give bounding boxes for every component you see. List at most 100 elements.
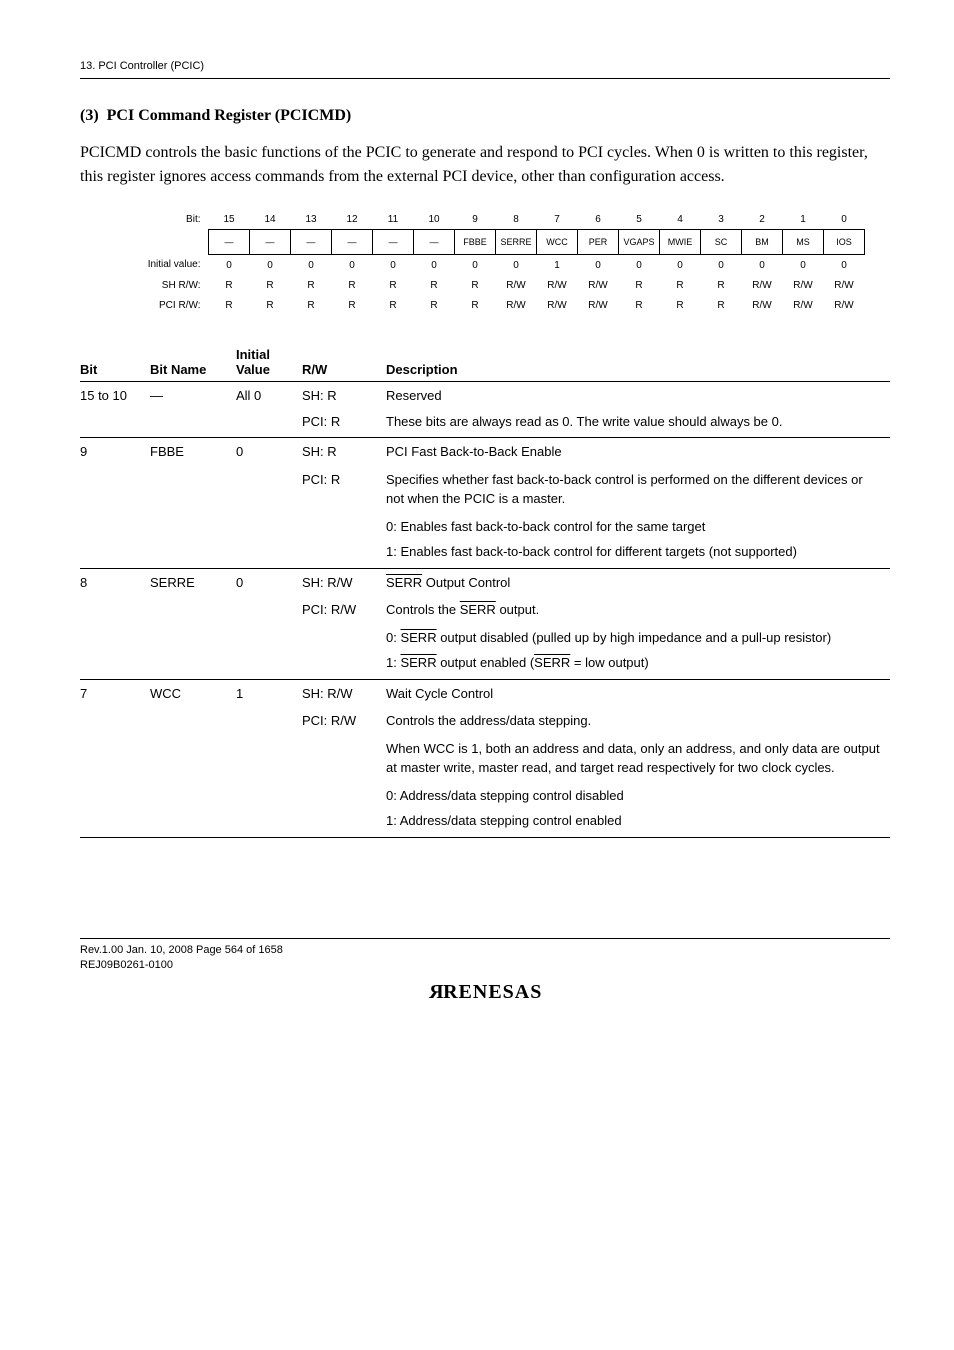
bit-name: IOS [824, 230, 865, 255]
bit-num: 9 [455, 209, 496, 230]
bit-num: 15 [209, 209, 250, 230]
table-row: 0: Address/data stepping control disable… [80, 782, 890, 810]
bit-range: 15 to 10 [80, 382, 150, 410]
description: Specifies whether fast back-to-back cont… [386, 466, 890, 513]
bit-row-label [120, 230, 209, 255]
bit-val: R/W [496, 295, 537, 315]
bit-val: R [619, 275, 660, 295]
bit-val: R/W [742, 295, 783, 315]
bit-val: R/W [578, 295, 619, 315]
bit-row-numbers: Bit: 15 14 13 12 11 10 9 8 7 6 5 4 3 2 1… [120, 209, 865, 230]
description: SERR Output Control [386, 568, 890, 596]
bit-val: R [291, 295, 332, 315]
bit-num: 8 [496, 209, 537, 230]
bit-val: R [209, 275, 250, 295]
bit-name: VGAPS [619, 230, 660, 255]
description: Controls the address/data stepping. [386, 707, 890, 735]
bit-num: 0 [824, 209, 865, 230]
table-row: 9 FBBE 0 SH: R PCI Fast Back-to-Back Ena… [80, 438, 890, 466]
table-row: 1: Enables fast back-to-back control for… [80, 540, 890, 568]
rw-value: PCI: R [302, 410, 386, 438]
bit-val: 0 [209, 255, 250, 276]
description: Controls the SERR output. [386, 596, 890, 624]
bit-val: 0 [414, 255, 455, 276]
description: These bits are always read as 0. The wri… [386, 410, 890, 438]
bit-val: 0 [660, 255, 701, 276]
table-row: PCI: R These bits are always read as 0. … [80, 410, 890, 438]
bit-name: — [332, 230, 373, 255]
table-header-row: Bit Bit Name InitialValue R/W Descriptio… [80, 343, 890, 382]
table-row: 1: SERR output enabled (SERR = low outpu… [80, 651, 890, 679]
bit-val: R [209, 295, 250, 315]
bit-val: R [455, 295, 496, 315]
bit-val: R [332, 275, 373, 295]
bit-val: R [250, 295, 291, 315]
bit-val: 0 [783, 255, 824, 276]
bit-name: FBBE [150, 438, 236, 466]
description: 0: Address/data stepping control disable… [386, 782, 890, 810]
table-row: 0: Enables fast back-to-back control for… [80, 513, 890, 541]
bit-val: R [373, 275, 414, 295]
table-row: PCI: R Specifies whether fast back-to-ba… [80, 466, 890, 513]
bit-num: 12 [332, 209, 373, 230]
rw-value: SH: R [302, 382, 386, 410]
bit-val: 0 [824, 255, 865, 276]
table-row: 15 to 10 — All 0 SH: R Reserved [80, 382, 890, 410]
bit-val: R/W [742, 275, 783, 295]
bit-range: 9 [80, 438, 150, 466]
col-name: Bit Name [150, 343, 236, 382]
table-row: When WCC is 1, both an address and data,… [80, 735, 890, 782]
bit-row-label: Initial value: [120, 255, 209, 276]
description: Wait Cycle Control [386, 679, 890, 707]
bit-row-names: — — — — — — FBBE SERRE WCC PER VGAPS MWI… [120, 230, 865, 255]
bit-val: R/W [537, 275, 578, 295]
bit-val: 0 [455, 255, 496, 276]
bit-num: 3 [701, 209, 742, 230]
bit-val: R [660, 275, 701, 295]
initial-value: 1 [236, 679, 302, 707]
section-body: PCICMD controls the basic functions of t… [80, 141, 890, 189]
footer-docid: REJ09B0261-0100 [80, 958, 890, 973]
bit-num: 10 [414, 209, 455, 230]
bit-row-label: PCI R/W: [120, 295, 209, 315]
bit-name: PER [578, 230, 619, 255]
bit-val: 0 [373, 255, 414, 276]
bit-val: R [332, 295, 373, 315]
table-row: 0: SERR output disabled (pulled up by hi… [80, 624, 890, 652]
footer-rev: Rev.1.00 Jan. 10, 2008 Page 564 of 1658 [80, 943, 890, 958]
description: 1: Address/data stepping control enabled [386, 809, 890, 837]
bit-name: — [209, 230, 250, 255]
bit-num: 1 [783, 209, 824, 230]
rw-value: PCI: R/W [302, 596, 386, 624]
bit-val: 0 [250, 255, 291, 276]
bit-val: R [373, 295, 414, 315]
bit-name: — [373, 230, 414, 255]
description: PCI Fast Back-to-Back Enable [386, 438, 890, 466]
bit-val: R [455, 275, 496, 295]
bit-val: R [250, 275, 291, 295]
section-heading: PCI Command Register (PCICMD) [107, 107, 352, 124]
col-description: Description [386, 343, 890, 382]
section-number: (3) [80, 107, 99, 124]
rw-value: PCI: R [302, 466, 386, 513]
description: 0: Enables fast back-to-back control for… [386, 513, 890, 541]
description-table: Bit Bit Name InitialValue R/W Descriptio… [80, 343, 890, 838]
bit-name: — [414, 230, 455, 255]
table-row: PCI: R/W Controls the address/data stepp… [80, 707, 890, 735]
bit-num: 4 [660, 209, 701, 230]
rw-value: SH: R/W [302, 568, 386, 596]
bit-val: R [701, 295, 742, 315]
bit-table: Bit: 15 14 13 12 11 10 9 8 7 6 5 4 3 2 1… [120, 209, 865, 315]
bit-name: — [291, 230, 332, 255]
table-row: 1: Address/data stepping control enabled [80, 809, 890, 837]
bit-val: R/W [783, 275, 824, 295]
bit-row-sh: SH R/W: R R R R R R R R/W R/W R/W R R R … [120, 275, 865, 295]
bit-name: MWIE [660, 230, 701, 255]
bit-val: 0 [701, 255, 742, 276]
bit-num: 13 [291, 209, 332, 230]
bit-num: 6 [578, 209, 619, 230]
bit-val: R/W [496, 275, 537, 295]
bit-row-pci: PCI R/W: R R R R R R R R/W R/W R/W R R R… [120, 295, 865, 315]
bit-val: R [619, 295, 660, 315]
bit-val: 0 [291, 255, 332, 276]
